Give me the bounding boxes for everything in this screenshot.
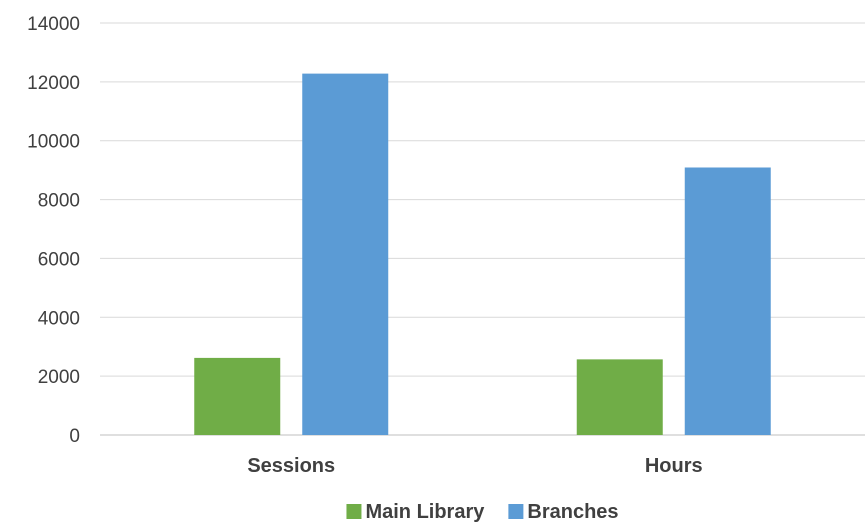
x-category-label: Sessions [247, 455, 335, 477]
legend-label: Main Library [365, 501, 485, 523]
y-tick-label: 0 [69, 426, 80, 447]
x-axis-categories: Sessions Hours [247, 455, 702, 477]
legend-label: Branches [527, 501, 618, 523]
y-tick-label: 2000 [38, 367, 80, 388]
bar-branches-sessions [302, 73, 389, 436]
legend-swatch [508, 504, 524, 519]
bar-branches-hours [684, 167, 771, 435]
x-category-label: Hours [645, 455, 703, 477]
bar-main-library-sessions [194, 357, 281, 435]
legend: Main Library Branches [346, 501, 619, 523]
y-tick-label: 12000 [27, 73, 80, 94]
y-axis-ticks: 0 2000 4000 6000 8000 10000 12000 14000 [27, 14, 80, 447]
legend-item-main-library: Main Library [346, 501, 485, 523]
bar-main-library-hours [576, 359, 663, 435]
y-tick-label: 10000 [27, 132, 80, 153]
y-tick-label: 4000 [38, 308, 80, 329]
legend-item-branches: Branches [508, 501, 619, 523]
y-tick-label: 14000 [27, 14, 80, 35]
y-tick-label: 8000 [38, 191, 80, 212]
y-tick-label: 6000 [38, 249, 80, 270]
bars [194, 73, 771, 436]
legend-swatch [346, 504, 362, 519]
